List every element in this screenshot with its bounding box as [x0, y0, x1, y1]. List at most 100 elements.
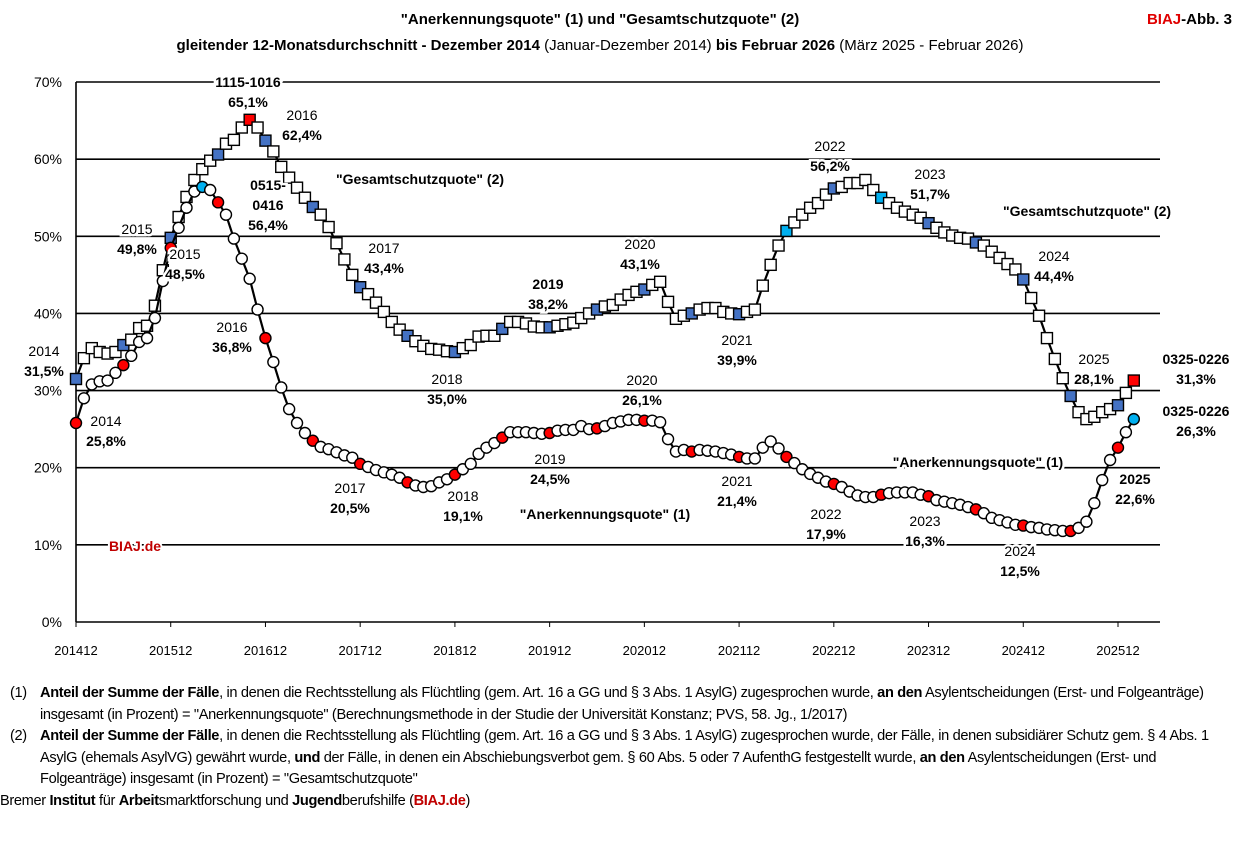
- data-label-line2: 65,1%: [228, 94, 268, 110]
- data-point-square: [282, 171, 296, 184]
- data-label-line2: 39,9%: [717, 352, 757, 368]
- data-label-line1: 2017: [334, 480, 365, 496]
- y-tick-label: 50%: [34, 228, 62, 244]
- credit-segment: Institut: [49, 792, 96, 809]
- data-point-square: [322, 220, 335, 234]
- data-point-circle: [77, 392, 91, 405]
- y-tick-label: 10%: [34, 537, 62, 553]
- data-label-line2: 12,5%: [1000, 563, 1040, 579]
- data-point-circle: [109, 366, 122, 380]
- data-label: 2016 62,4%: [280, 105, 325, 146]
- y-axis-ticks: 0% 10% 20% 30% 40% 50% 60% 70%: [34, 74, 62, 630]
- data-label-line1: 2015: [169, 246, 200, 262]
- y-tick-label: 70%: [34, 74, 62, 90]
- data-label-line1: 0325-0226: [1163, 351, 1230, 367]
- x-tick-label: 202012: [623, 643, 666, 658]
- data-label-line3: 56,4%: [248, 217, 288, 233]
- data-label-line2: 21,4%: [717, 493, 757, 509]
- data-point-circle: [1111, 441, 1125, 454]
- credit-segment: ): [465, 792, 471, 809]
- data-label-line2: 48,5%: [165, 266, 205, 282]
- data-point-circle: [1103, 453, 1117, 467]
- data-label-line1: 2022: [810, 506, 841, 522]
- data-point-square: [377, 305, 391, 319]
- data-point-square: [1056, 372, 1069, 385]
- data-label-line1: 2019: [534, 451, 565, 467]
- data-point-square: [756, 279, 769, 292]
- data-point-circle: [101, 374, 114, 387]
- footnote-segment: , in denen die Rechtsstellung als Flücht…: [40, 728, 1209, 766]
- data-label-line1: 2023: [909, 513, 940, 529]
- subtitle-from: gleitender 12-Monatsdurchschnitt - Dezem…: [176, 37, 540, 54]
- data-point-square: [811, 196, 825, 210]
- footnote-segment: der Fälle, in denen ein Abschiebungsverb…: [320, 749, 920, 766]
- data-point-square: [275, 160, 288, 174]
- source-credit: Bremer Institut für Arbeitsmarktforschun…: [0, 791, 1210, 813]
- data-label-line1: "Gesamtschutzquote" (2): [336, 171, 504, 187]
- data-label: 2025 28,1%: [1072, 349, 1117, 390]
- credit-segment: Bremer: [0, 792, 50, 809]
- chart-subtitle: gleitender 12-Monatsdurchschnitt - Dezem…: [176, 37, 1023, 54]
- credit-link: BIAJ.de: [413, 792, 466, 809]
- data-label-line1: 2018: [431, 371, 462, 387]
- data-point-square: [227, 133, 241, 147]
- data-label-line2: 43,4%: [364, 260, 404, 276]
- data-point-circle: [172, 221, 185, 235]
- data-point-circle: [117, 358, 130, 372]
- data-point-circle: [219, 208, 233, 221]
- data-label-line1: 2022: [814, 138, 845, 154]
- data-label-line1: "Anerkennungsquote" (1): [520, 506, 690, 522]
- data-point-circle: [653, 416, 667, 429]
- data-label-line2: 24,5%: [530, 471, 570, 487]
- footnote: (1) Anteil der Summe der Fälle, in denen …: [10, 683, 1210, 726]
- x-tick-label: 202512: [1096, 643, 1139, 658]
- data-point-circle: [243, 272, 256, 285]
- data-point-square: [251, 121, 264, 134]
- data-label: 2023 16,3%: [903, 511, 948, 552]
- chart-title: "Anerkennungsquote" (1) und "Gesamtschut…: [401, 11, 799, 28]
- data-label-line1: 2014: [28, 343, 59, 359]
- data-point-square: [653, 275, 667, 288]
- data-label: 2021 39,9%: [715, 330, 760, 371]
- data-label-line2: 17,9%: [806, 526, 846, 542]
- data-label: 2019 24,5%: [528, 449, 573, 490]
- data-point-circle: [125, 349, 138, 363]
- data-point-square: [196, 162, 209, 176]
- data-label: "Anerkennungsquote" (1): [890, 452, 1065, 473]
- data-point-circle: [1096, 473, 1109, 487]
- credit-segment: berufshilfe (: [341, 792, 414, 809]
- data-label: 0325-0226 26,3%: [1160, 401, 1232, 442]
- y-tick-label: 60%: [34, 151, 62, 167]
- data-label-line1: 2025: [1078, 351, 1109, 367]
- footnote-number: (1): [10, 685, 27, 701]
- data-point-circle: [275, 381, 288, 394]
- data-label-line1: 2018: [447, 488, 478, 504]
- data-label-line1: 2024: [1004, 543, 1035, 559]
- x-tick-label: 202212: [812, 643, 855, 658]
- data-label-line2: 44,4%: [1034, 268, 1074, 284]
- data-point-circle: [164, 241, 177, 255]
- data-point-square: [796, 208, 809, 221]
- data-label: 2014 31,5%: [22, 341, 67, 382]
- footnote-text: Anteil der Summe der Fälle, in denen die…: [40, 726, 1210, 791]
- data-label-line2: 25,8%: [86, 433, 126, 449]
- data-point-circle: [282, 402, 296, 416]
- footnote-text: Anteil der Summe der Fälle, in denen die…: [40, 683, 1210, 726]
- x-tick-label: 201612: [244, 643, 287, 658]
- data-point-square: [290, 181, 304, 194]
- x-tick-label: 202112: [718, 643, 760, 658]
- data-label: 2015 49,8%: [115, 219, 160, 260]
- data-label: "Gesamtschutzquote" (2): [1000, 201, 1173, 222]
- data-label-line2: 16,3%: [905, 533, 945, 549]
- data-label: 2025 22,6%: [1113, 469, 1158, 510]
- data-point-square: [1111, 399, 1125, 412]
- series-anerkennungsquote: [69, 180, 1140, 538]
- data-point-square: [1064, 389, 1077, 403]
- data-point-square: [661, 295, 675, 309]
- data-point-square: [488, 329, 501, 342]
- footnote-segment: , in denen die Rechtsstellung als Flücht…: [219, 685, 878, 701]
- credit-segment: Arbeit: [118, 792, 159, 809]
- data-label: 2024 12,5%: [998, 541, 1043, 582]
- subtitle-from-range: (Januar-Dezember 2014): [540, 37, 716, 54]
- data-point-square: [314, 208, 327, 221]
